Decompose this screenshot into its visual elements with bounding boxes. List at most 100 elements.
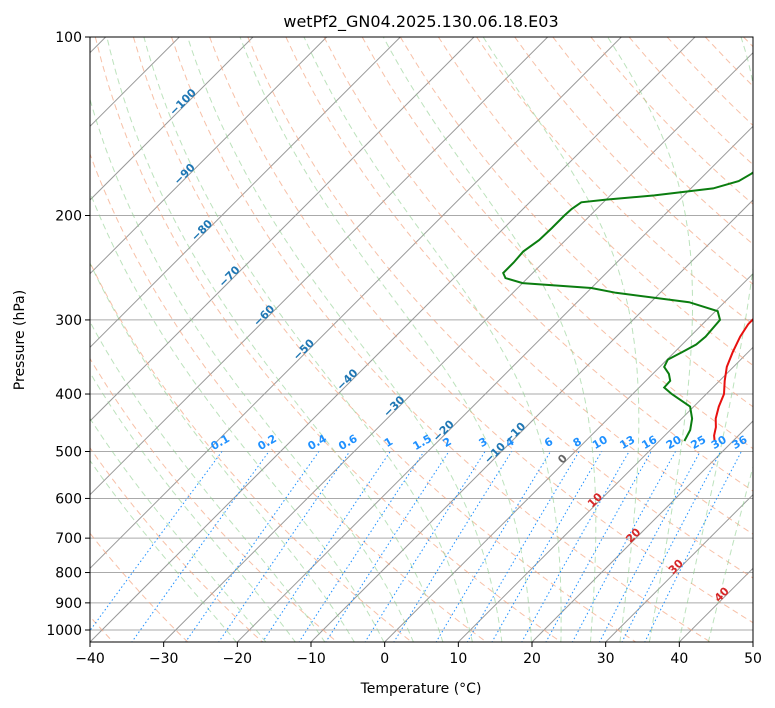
dry-adiabat-line bbox=[132, 37, 637, 642]
sounding-series bbox=[502, 171, 753, 442]
mixing-ratio-label: 3 bbox=[477, 435, 490, 450]
dewpoint-line bbox=[502, 171, 753, 442]
dry-adiabat-line bbox=[209, 37, 753, 624]
dry-adiabat-line bbox=[90, 152, 488, 642]
isotherm-line bbox=[383, 272, 753, 642]
mixing-ratio-label: 8 bbox=[571, 435, 584, 450]
dry-adiabat-line bbox=[90, 447, 264, 642]
x-tick-label: −10 bbox=[296, 651, 326, 667]
dry-adiabat-line bbox=[743, 37, 753, 48]
x-tick-label: 10 bbox=[449, 651, 467, 667]
mixing-ratio-line bbox=[644, 451, 742, 642]
moist-adiabat-line bbox=[143, 37, 473, 642]
moist-adiabat-line bbox=[678, 37, 753, 642]
mixing-ratio-line bbox=[571, 451, 676, 642]
isotherm-line bbox=[90, 37, 254, 201]
dry-adiabat-label: −40 bbox=[334, 366, 361, 393]
dry-adiabat-label: −90 bbox=[171, 161, 198, 188]
mixing-ratio-line bbox=[393, 451, 513, 642]
y-tick-label: 200 bbox=[55, 209, 82, 225]
isotherm-line bbox=[162, 51, 753, 642]
y-tick-label: 1000 bbox=[46, 623, 82, 639]
isotherm-line bbox=[90, 37, 401, 349]
mixing-ratio-line bbox=[298, 451, 425, 642]
x-tick-label: −40 bbox=[75, 651, 105, 667]
chart-title: wetPf2_GN04.2025.130.06.18.E03 bbox=[283, 12, 558, 32]
x-tick-label: −30 bbox=[149, 651, 179, 667]
dry-adiabat-line bbox=[666, 37, 753, 127]
moist-adiabat-line bbox=[90, 371, 296, 642]
isotherm-label: 10 bbox=[585, 490, 605, 510]
mixing-ratio-line bbox=[599, 451, 701, 642]
isobar-gridlines bbox=[90, 37, 753, 631]
dry-adiabat-line bbox=[590, 37, 753, 205]
mixing-ratio-label: 0.4 bbox=[305, 432, 329, 453]
dry-adiabat-label: −10 bbox=[502, 420, 529, 447]
moist-adiabat-line bbox=[707, 465, 753, 642]
mixing-ratio-label: 16 bbox=[640, 433, 660, 452]
mixing-ratio-line bbox=[261, 451, 391, 642]
mixing-ratio-line bbox=[521, 451, 630, 642]
moist-adiabat-line bbox=[106, 37, 444, 642]
moist-adiabat-line bbox=[482, 37, 640, 642]
mixing-ratio-label: 30 bbox=[709, 433, 729, 452]
isotherm-label: 30 bbox=[666, 557, 686, 577]
moist-adiabat-line bbox=[90, 191, 385, 642]
dry-adiabat-line bbox=[552, 37, 753, 245]
x-tick-label: 20 bbox=[523, 651, 541, 667]
y-tick-label: 400 bbox=[55, 387, 82, 403]
moist-adiabat-line bbox=[382, 37, 597, 642]
isotherm-label: 40 bbox=[712, 584, 732, 604]
mixing-ratio-line bbox=[90, 451, 223, 632]
isotherm-line bbox=[531, 420, 753, 642]
y-axis-label: Pressure (hPa) bbox=[12, 290, 28, 390]
x-axis-label: Temperature (°C) bbox=[360, 681, 482, 697]
moist-adiabat-line bbox=[90, 459, 237, 642]
plot-area bbox=[90, 37, 753, 642]
mixing-ratio-line bbox=[218, 451, 351, 642]
isotherm-line bbox=[90, 37, 328, 275]
dry-adiabat-line bbox=[90, 357, 338, 642]
dry-adiabat-line bbox=[704, 37, 753, 87]
y-tick-label: 500 bbox=[55, 444, 82, 460]
mixing-ratio-label: 6 bbox=[542, 435, 555, 450]
dry-adiabat-line bbox=[90, 261, 413, 642]
x-axis-ticks: −40 −30 −20 −10 0 10 20 30 40 50 bbox=[75, 642, 762, 667]
moist-adiabat-line bbox=[187, 37, 503, 642]
dry-adiabat-line bbox=[171, 37, 712, 642]
mixing-ratio-label: 20 bbox=[664, 433, 684, 452]
dry-adiabat-label: −100 bbox=[167, 86, 199, 118]
moist-adiabat-line bbox=[90, 262, 355, 642]
y-tick-label: 900 bbox=[55, 596, 82, 612]
isotherm-gridlines bbox=[90, 37, 753, 642]
dry-adiabat-line bbox=[94, 37, 562, 642]
dry-adiabat-line bbox=[514, 37, 753, 285]
dry-adiabat-line bbox=[285, 37, 753, 535]
dry-adiabat-line bbox=[247, 37, 753, 579]
isotherm-line bbox=[752, 641, 753, 642]
mixing-ratio-line bbox=[325, 451, 450, 642]
y-axis-ticks: 100 200 300 400 500 600 700 800 900 1000 bbox=[46, 30, 90, 639]
mixing-ratio-line bbox=[545, 451, 652, 642]
isotherm-line bbox=[678, 567, 753, 642]
mixing-ratio-line bbox=[435, 451, 551, 642]
isotherm-line bbox=[90, 37, 622, 570]
x-tick-label: 30 bbox=[597, 651, 615, 667]
moist-adiabat-line bbox=[90, 417, 267, 642]
dry-adiabat-line bbox=[90, 532, 189, 642]
y-tick-label: 300 bbox=[55, 313, 82, 329]
mixing-ratio-label: 1 bbox=[382, 435, 395, 450]
isotherm-line bbox=[90, 37, 475, 422]
mixing-ratio-label: 36 bbox=[730, 433, 750, 452]
y-tick-label: 700 bbox=[55, 531, 82, 547]
isotherm-line bbox=[457, 346, 753, 642]
x-tick-label: 50 bbox=[744, 651, 762, 667]
moist-adiabat-line bbox=[90, 97, 414, 642]
isotherm-line bbox=[236, 125, 753, 642]
dry-adiabat-label: −70 bbox=[216, 263, 243, 290]
x-tick-label: 0 bbox=[380, 651, 389, 667]
moist-adiabats bbox=[90, 37, 753, 642]
dry-adiabat-line bbox=[476, 37, 753, 326]
mixing-ratio-label: 25 bbox=[688, 433, 708, 452]
y-tick-label: 100 bbox=[55, 30, 82, 46]
